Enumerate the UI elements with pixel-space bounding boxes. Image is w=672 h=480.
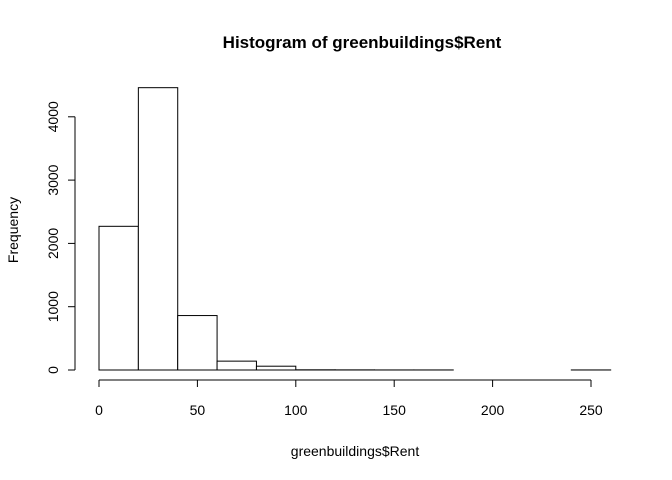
histogram-bars [98, 87, 612, 371]
histogram-bar [137, 87, 179, 371]
y-tick-label: 0 [45, 366, 61, 374]
x-axis-label: greenbuildings$Rent [291, 443, 420, 459]
x-axis: 0 50 100 150 200 250 [95, 379, 603, 418]
y-tick-label: 2000 [45, 228, 61, 259]
y-axis-label: Frequency [5, 197, 21, 263]
x-tick-label: 50 [190, 402, 206, 418]
y-tick-label: 1000 [45, 291, 61, 322]
y-axis: 0 1000 2000 3000 4000 [45, 101, 76, 374]
x-tick-label: 100 [284, 402, 308, 418]
histogram-bar [98, 225, 139, 371]
y-tick-label: 3000 [45, 164, 61, 195]
x-tick-label: 0 [95, 402, 103, 418]
x-tick-label: 200 [481, 402, 505, 418]
histogram-bar [216, 360, 257, 371]
y-tick-label: 4000 [45, 101, 61, 132]
histogram-bar [255, 365, 297, 371]
x-tick-label: 250 [579, 402, 603, 418]
histogram-bar [177, 315, 218, 371]
chart-title: Histogram of greenbuildings$Rent [223, 33, 502, 52]
x-tick-label: 150 [383, 402, 407, 418]
